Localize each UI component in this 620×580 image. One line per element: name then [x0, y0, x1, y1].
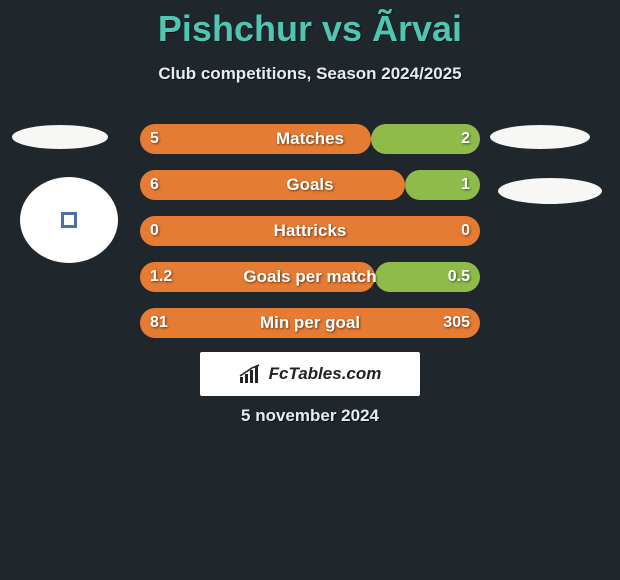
stat-value-right: 1 — [461, 170, 470, 200]
stat-row-goals-per-match: 1.2 Goals per match 0.5 — [0, 262, 620, 292]
brand-text: FcTables.com — [269, 364, 382, 384]
stat-value-left: 81 — [150, 308, 168, 338]
stat-value-left: 1.2 — [150, 262, 172, 292]
stat-label: Hattricks — [140, 216, 480, 246]
stat-row-hattricks: 0 Hattricks 0 — [0, 216, 620, 246]
stat-value-left: 6 — [150, 170, 159, 200]
stat-row-goals: 6 Goals 1 — [0, 170, 620, 200]
stat-label: Matches — [140, 124, 480, 154]
stat-label: Min per goal — [140, 308, 480, 338]
stat-row-min-per-goal: 81 Min per goal 305 — [0, 308, 620, 338]
stat-value-right: 305 — [443, 308, 470, 338]
stat-row-matches: 5 Matches 2 — [0, 124, 620, 154]
stat-value-right: 0 — [461, 216, 470, 246]
infographic-date: 5 november 2024 — [0, 406, 620, 426]
stats-area: 5 Matches 2 6 Goals 1 0 Hattricks 0 — [0, 124, 620, 338]
brand-box: FcTables.com — [200, 352, 420, 396]
stat-value-right: 2 — [461, 124, 470, 154]
stat-value-left: 0 — [150, 216, 159, 246]
chart-up-icon — [239, 364, 263, 384]
stat-label: Goals per match — [140, 262, 480, 292]
stat-value-left: 5 — [150, 124, 159, 154]
page-title: Pishchur vs Ãrvai — [0, 8, 620, 50]
comparison-infographic: Pishchur vs Ãrvai Club competitions, Sea… — [0, 0, 620, 580]
page-subtitle: Club competitions, Season 2024/2025 — [0, 64, 620, 84]
stat-label: Goals — [140, 170, 480, 200]
stat-value-right: 0.5 — [448, 262, 470, 292]
